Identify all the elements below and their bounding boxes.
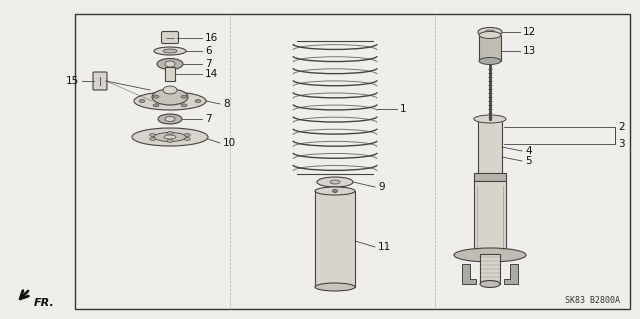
Ellipse shape — [181, 95, 187, 98]
Bar — [315, 191, 355, 287]
Ellipse shape — [167, 131, 173, 135]
Ellipse shape — [195, 100, 201, 102]
Polygon shape — [462, 264, 476, 284]
Ellipse shape — [181, 104, 187, 107]
Ellipse shape — [153, 95, 159, 98]
Ellipse shape — [158, 114, 182, 124]
Ellipse shape — [317, 177, 353, 187]
Ellipse shape — [150, 137, 156, 140]
Ellipse shape — [157, 58, 183, 70]
Ellipse shape — [184, 137, 190, 140]
Ellipse shape — [479, 57, 501, 64]
Ellipse shape — [480, 280, 500, 287]
Bar — [480, 254, 500, 284]
Bar — [474, 173, 506, 181]
Ellipse shape — [164, 135, 176, 139]
Text: 9: 9 — [378, 182, 385, 192]
Text: 13: 13 — [523, 46, 536, 56]
Bar — [474, 181, 506, 254]
Ellipse shape — [165, 116, 175, 122]
Ellipse shape — [139, 100, 145, 102]
Ellipse shape — [153, 104, 159, 107]
Text: 2: 2 — [618, 122, 625, 132]
Ellipse shape — [165, 61, 175, 67]
Text: 7: 7 — [205, 59, 212, 69]
Ellipse shape — [315, 187, 355, 195]
Polygon shape — [504, 264, 518, 284]
Text: 15: 15 — [66, 76, 79, 86]
Ellipse shape — [474, 115, 506, 123]
Ellipse shape — [154, 47, 186, 55]
Text: FR.: FR. — [34, 298, 55, 308]
Ellipse shape — [163, 49, 177, 53]
Ellipse shape — [154, 132, 186, 142]
Ellipse shape — [134, 92, 206, 110]
Text: 12: 12 — [523, 27, 536, 37]
FancyBboxPatch shape — [161, 32, 179, 43]
Ellipse shape — [485, 30, 495, 34]
Bar — [479, 35, 501, 61]
Ellipse shape — [152, 89, 188, 105]
Ellipse shape — [478, 27, 502, 36]
Text: 14: 14 — [205, 69, 218, 79]
Ellipse shape — [479, 32, 501, 39]
Text: 11: 11 — [378, 242, 391, 252]
Bar — [478, 119, 502, 179]
Ellipse shape — [132, 128, 208, 146]
Text: 7: 7 — [205, 114, 212, 124]
Text: 1: 1 — [400, 104, 406, 114]
Text: 8: 8 — [223, 99, 230, 109]
Ellipse shape — [315, 283, 355, 291]
Text: SK83 B2800A: SK83 B2800A — [565, 296, 620, 305]
Ellipse shape — [163, 86, 177, 94]
Ellipse shape — [330, 180, 340, 184]
Text: 6: 6 — [205, 46, 212, 56]
Text: 4: 4 — [525, 146, 532, 156]
Ellipse shape — [150, 133, 156, 137]
Bar — [165, 67, 175, 81]
Text: 16: 16 — [205, 33, 218, 43]
Ellipse shape — [167, 139, 173, 143]
Bar — [75, 14, 630, 309]
Text: 10: 10 — [223, 138, 236, 148]
Text: 5: 5 — [525, 156, 532, 166]
Ellipse shape — [333, 189, 337, 192]
Ellipse shape — [184, 133, 190, 137]
Text: 3: 3 — [618, 139, 625, 149]
Ellipse shape — [454, 248, 526, 262]
FancyBboxPatch shape — [93, 72, 107, 90]
